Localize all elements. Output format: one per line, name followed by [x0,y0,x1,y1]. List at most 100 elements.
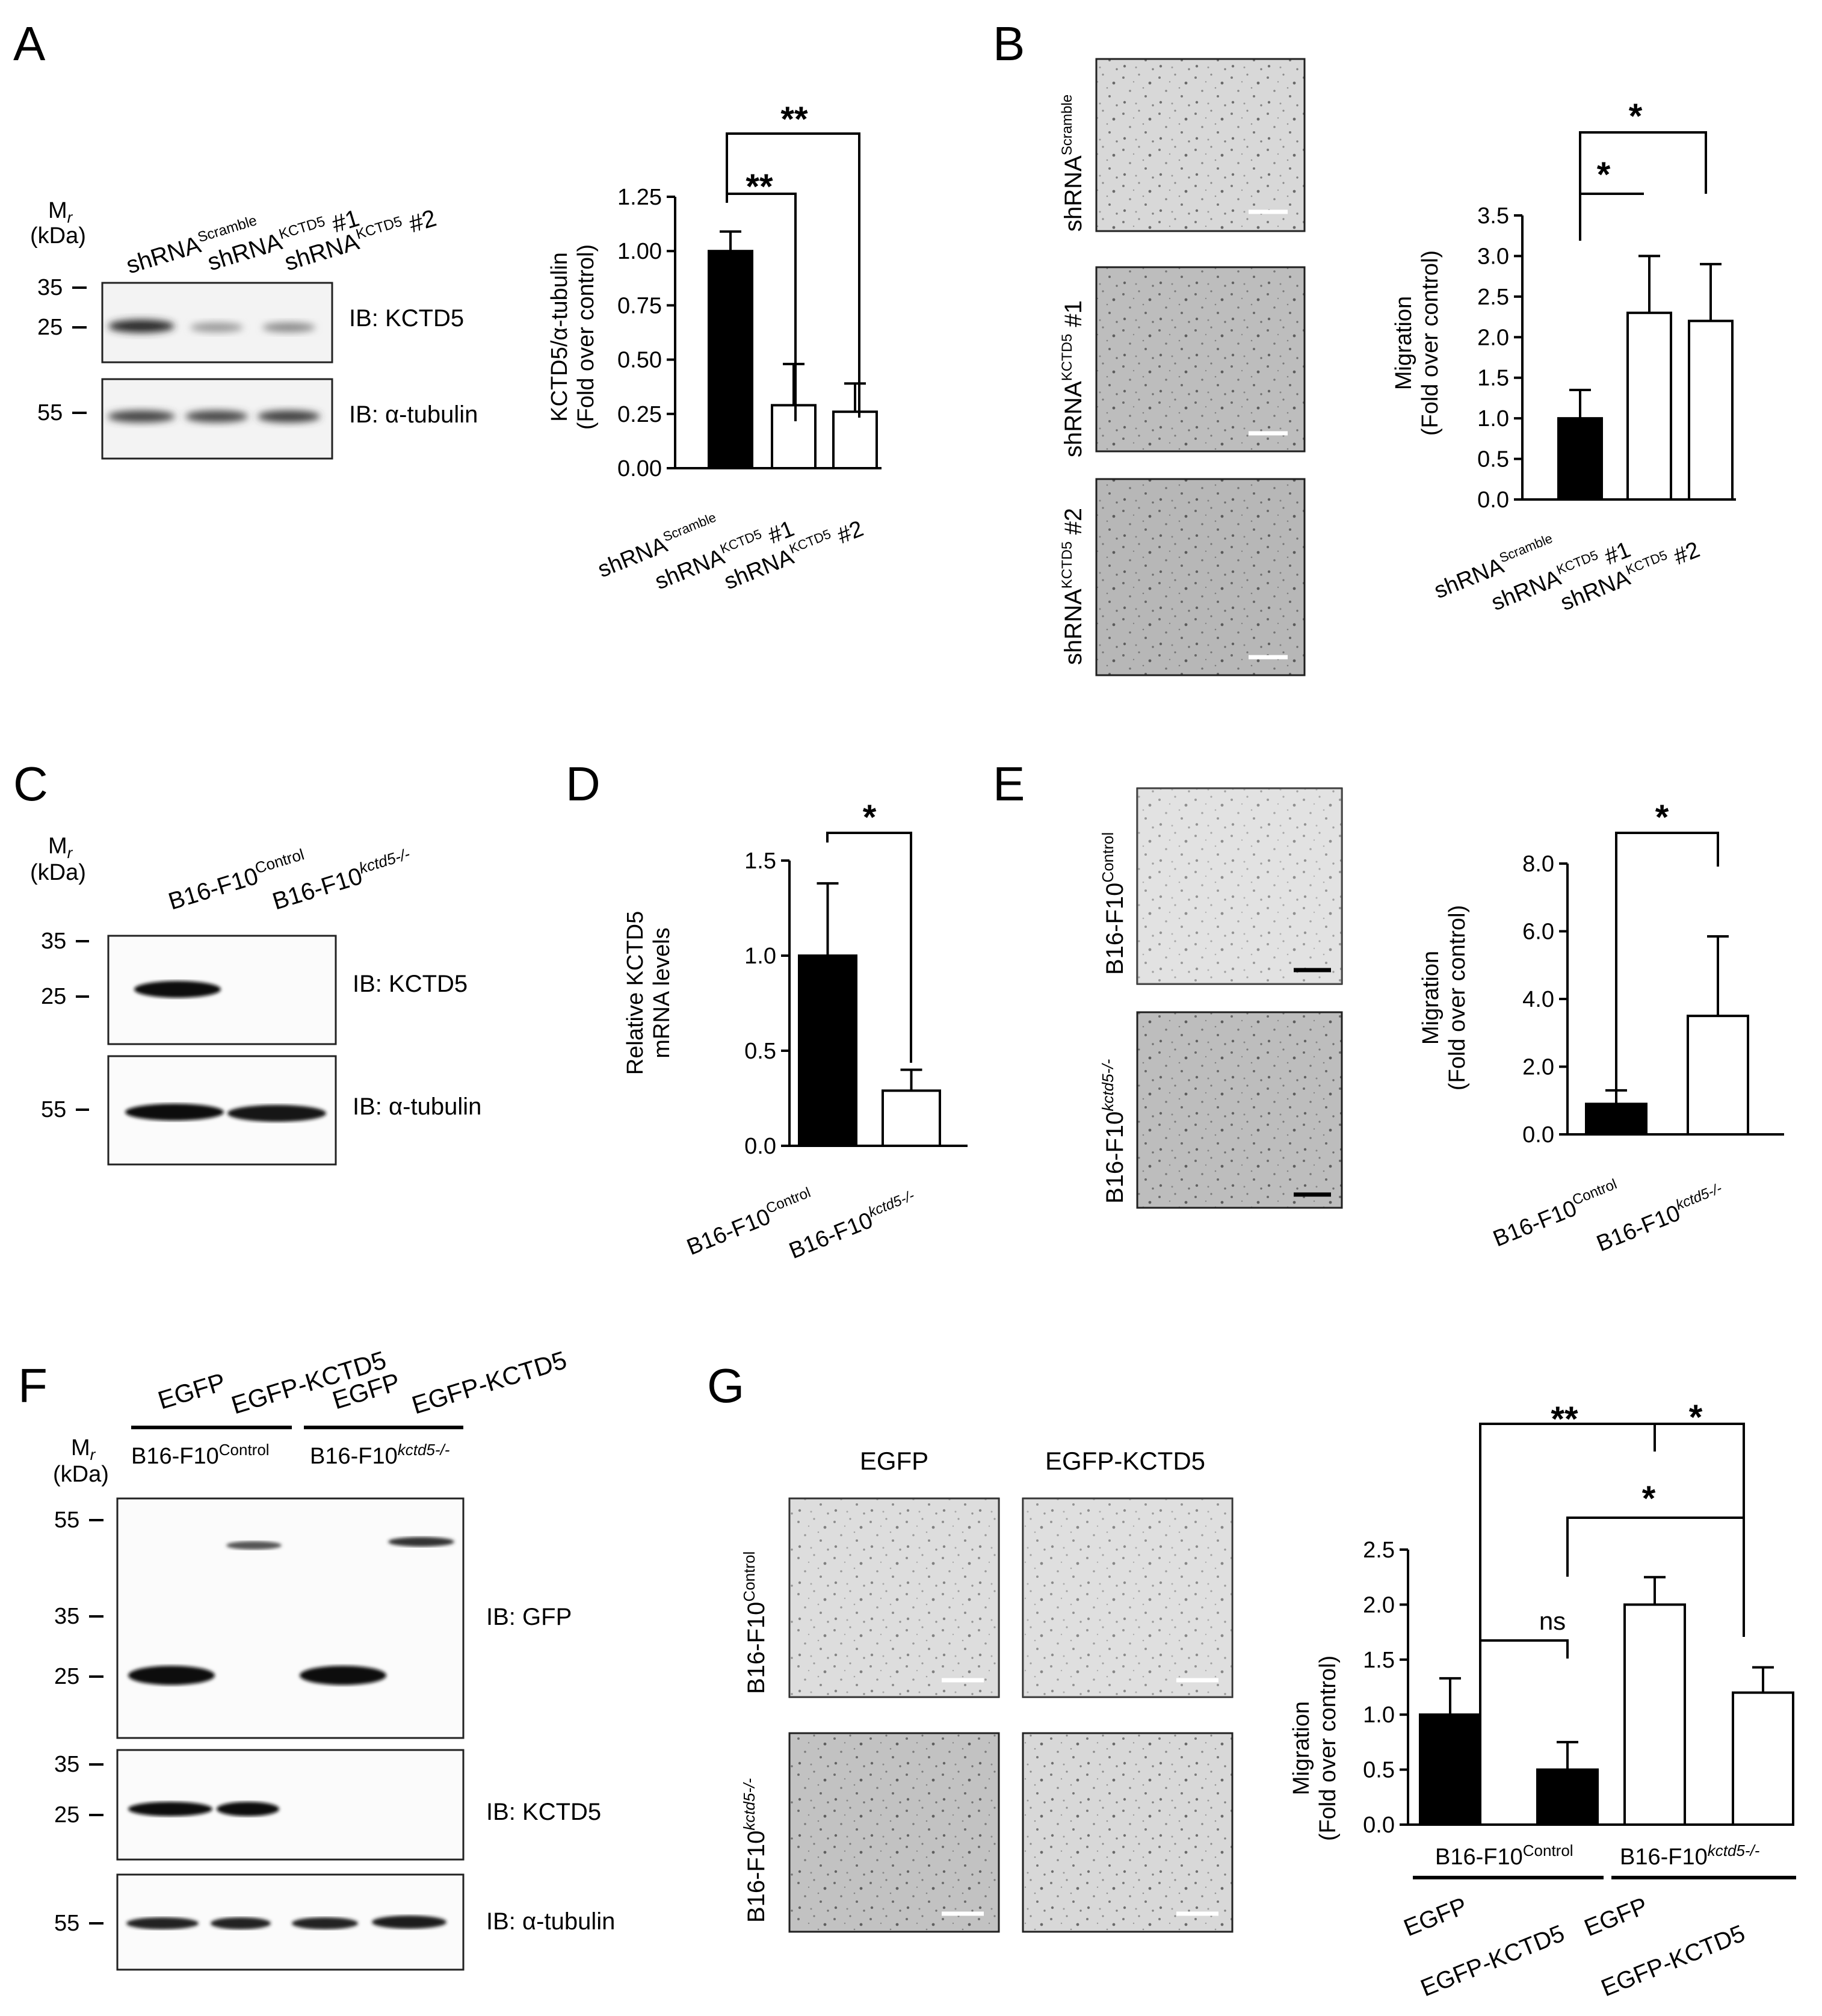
mw-marker: 35 [54,1752,79,1777]
lane-label: EGFP-KCTD5 [409,1346,570,1420]
column-label: EGFP-KCTD5 [1045,1447,1205,1475]
bar [1732,1691,1794,1826]
micrograph [1095,58,1306,232]
lane-label: shRNAKCTD5 #2 [281,203,439,276]
row-label: B16-F10kctd5-/- [740,1778,770,1923]
x-label: shRNAKCTD5 #2 [720,515,867,595]
bar [1585,1102,1648,1136]
sig-marker: ns [1539,1607,1566,1635]
mr-label: Mr [71,1435,96,1464]
panel-e-letter: E [993,757,1025,811]
bar [1687,1015,1749,1136]
micrograph [1136,787,1343,985]
y-tick-label: 0.00 [617,456,662,481]
bar [771,404,817,469]
blot-kctd5 [116,1749,465,1861]
bar [1419,1713,1481,1826]
y-axis-label: Relative KCTD5mRNA levels [623,911,675,1075]
bar [1536,1768,1599,1826]
chart-e: 0.0 2.0 4.0 6.0 8.0 [1522,832,1784,1148]
y-tick-label: 6.0 [1522,920,1554,945]
y-axis-label: Migration(Fold over control) [1418,905,1470,1090]
y-tick-label: 2.5 [1363,1538,1395,1563]
panel-c-letter: C [13,757,48,811]
kda-label: (kDa) [30,860,86,885]
kda-label: (kDa) [30,223,86,249]
y-tick-label: 0.5 [744,1039,776,1064]
mw-marker: 55 [54,1507,79,1533]
y-tick-label: 1.5 [1477,366,1509,391]
micrograph [1022,1497,1234,1698]
micrograph [1095,478,1306,676]
y-tick-label: 2.0 [1363,1592,1395,1618]
x-label: EGFP [1581,1893,1651,1942]
y-tick-label: 1.0 [1477,406,1509,431]
panel-b: B shRNAScramble shRNAKCTD5 #1 shRNAKCTD5… [993,17,1736,676]
y-tick-label: 1.0 [1363,1702,1395,1728]
significance-bracket [1615,832,1719,1103]
mw-marker: 25 [41,984,66,1009]
bar [882,1089,941,1147]
panel-c: C Mr (kDa) B16-F10Control B16-F10kctd5-/… [13,757,481,1166]
panel-d-letter: D [566,757,601,811]
micrograph [1095,266,1306,453]
row-label: B16-F10Control [740,1551,770,1694]
mw-marker: 55 [37,400,63,425]
panel-a-letter: A [13,17,46,70]
bar [832,410,878,470]
bar [1688,320,1734,501]
sig-marker: * [1655,798,1669,837]
ib-tubulin-label: IB: α-tubulin [349,401,478,428]
y-axis-label: KCTD5/α-tubulin(Fold over control) [547,244,599,430]
micrograph [1136,1011,1343,1209]
x-label: EGFP-KCTD5 [1598,1920,1749,2002]
panel-e: E B16-F10Control B16-F10kctd5-/- Migrati… [993,757,1784,1257]
y-tick-label: 0.25 [617,402,662,427]
sig-marker: ** [1551,1400,1578,1439]
chart-b: 0.0 0.5 1.0 1.5 2.0 2.5 3.0 3.5 [1477,131,1736,513]
ib-kctd5-label: IB: KCTD5 [349,305,464,332]
lane-label: EGFP [155,1367,229,1414]
mw-marker: 35 [37,275,63,300]
y-tick-label: 0.0 [1363,1813,1395,1838]
y-axis-label: Migration(Fold over control) [1289,1656,1341,1841]
y-tick-label: 2.0 [1522,1055,1554,1080]
micrograph [1022,1732,1234,1933]
y-tick-label: 1.5 [744,849,776,874]
y-axis-label: Migration(Fold over control) [1391,250,1443,436]
chart-g: 0.0 0.5 1.0 1.5 2.0 2.5 [1363,1423,1794,1838]
y-tick-label: 2.0 [1477,325,1509,350]
panel-f-letter: F [18,1359,48,1412]
micrograph [788,1497,1000,1698]
sig-marker: * [1642,1479,1656,1518]
image-label: shRNAScramble [1059,94,1087,232]
kda-label: (kDa) [53,1462,109,1487]
bar [708,250,753,469]
x-label: EGFP [1400,1893,1471,1942]
column-label: EGFP [860,1447,928,1475]
y-tick-label: 3.0 [1477,244,1509,269]
sig-marker: * [1629,97,1643,136]
chart-d: 0.0 0.5 1.0 1.5 [744,832,968,1159]
blot-kctd5 [101,282,333,363]
group-label: B16-F10kctd5-/- [1620,1841,1760,1870]
image-label: shRNAKCTD5 #1 [1059,300,1087,457]
mw-marker: 25 [37,315,63,340]
panel-d: D Relative KCTD5mRNA levels 0.0 0.5 1.0 1.5… [566,757,968,1264]
y-tick-label: 0.0 [1522,1122,1554,1148]
sig-marker: * [1689,1398,1703,1437]
y-tick-label: 3.5 [1477,203,1509,229]
panel-b-letter: B [993,17,1025,70]
y-tick-label: 1.0 [744,944,776,969]
ib-tubulin-label: IB: α-tubulin [486,1908,615,1935]
ib-kctd5-label: IB: KCTD5 [486,1799,601,1825]
y-tick-label: 0.0 [744,1134,776,1159]
mw-marker: 55 [54,1911,79,1936]
significance-bracket [1566,1517,1745,1632]
y-tick-label: 8.0 [1522,852,1554,877]
mw-marker: 25 [54,1802,79,1828]
y-tick-label: 1.00 [617,239,662,264]
bar [798,954,857,1147]
x-label: shRNAKCTD5 #2 [1557,536,1703,616]
blot-gfp [116,1497,465,1739]
